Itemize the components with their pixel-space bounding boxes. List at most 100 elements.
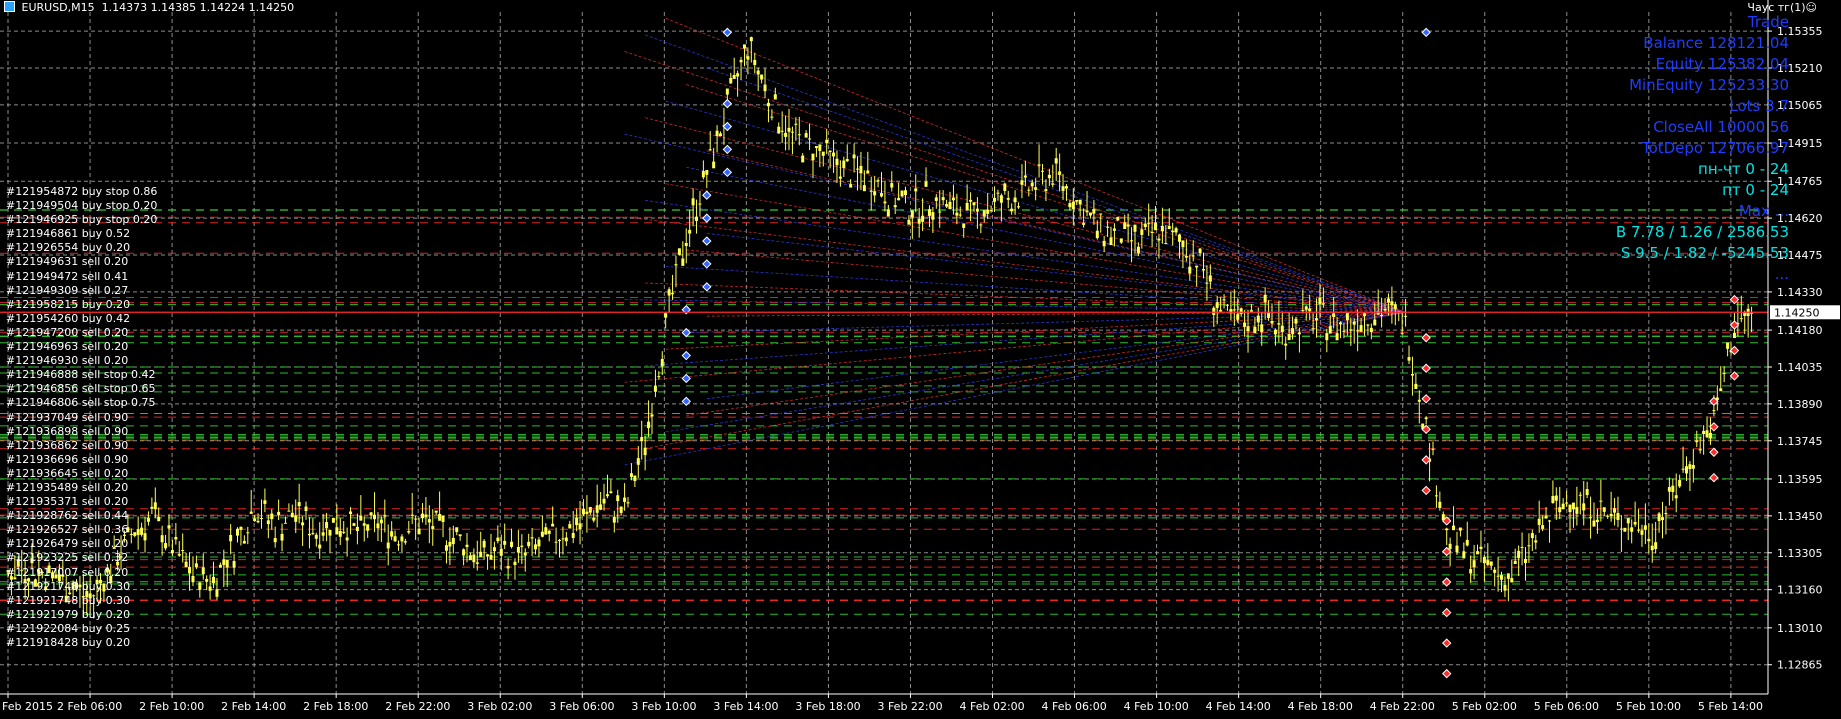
candle-body <box>814 146 818 149</box>
candle-body <box>969 199 973 202</box>
candle-body <box>667 289 671 296</box>
candle-body <box>650 414 654 417</box>
candle-body <box>626 502 630 504</box>
expert-advisor-label[interactable]: Чаус тг(1)☺ <box>1747 1 1817 14</box>
candle-body <box>821 151 825 156</box>
candle-body <box>143 533 147 541</box>
candle-body <box>400 536 404 542</box>
trade-marker <box>1441 638 1452 648</box>
candle-body <box>897 197 901 201</box>
candle-body <box>1171 230 1175 233</box>
candle-body <box>1078 199 1082 205</box>
candle-body <box>681 258 685 266</box>
candle-body <box>105 567 109 573</box>
candle-body <box>801 155 805 163</box>
fan-line <box>624 311 1406 383</box>
order-label: #121946806 sell stop 0.75 <box>6 396 156 410</box>
candle-body <box>1667 487 1671 492</box>
candle-body <box>355 526 359 531</box>
candle-body <box>972 202 976 206</box>
candle-body <box>54 574 58 579</box>
candle-body <box>1715 397 1719 401</box>
candle-body <box>136 529 140 536</box>
order-label: #121921979 buy 0.20 <box>6 607 131 621</box>
x-tick-label: 3 Feb 18:00 <box>795 700 860 713</box>
candle-body <box>1328 326 1332 334</box>
trade-marker <box>722 98 733 109</box>
candle-body <box>1637 529 1641 531</box>
x-tick-label: 2 Feb 22:00 <box>385 700 450 713</box>
candle-body <box>335 527 339 535</box>
trade-marker <box>1729 371 1740 381</box>
candle-body <box>1613 508 1617 513</box>
trade-marker <box>1729 320 1740 330</box>
candle-body <box>1650 545 1654 551</box>
candle-body <box>246 532 250 534</box>
candle-body <box>647 421 651 429</box>
candle-body <box>1085 210 1089 213</box>
candle-body <box>941 197 945 201</box>
candle-body <box>1287 333 1291 341</box>
candle-body <box>1359 325 1363 332</box>
x-tick-label: 3 Feb 06:00 <box>549 700 614 713</box>
candle-body <box>886 209 890 217</box>
candle-body <box>1702 430 1706 435</box>
candle-body <box>893 205 897 208</box>
candle-body <box>1465 539 1469 546</box>
trade-marker <box>1709 422 1719 432</box>
candle-body <box>1136 246 1140 254</box>
candle-body <box>876 180 880 182</box>
candle-body <box>1198 248 1202 254</box>
candle-body <box>307 533 311 536</box>
candle-body <box>516 547 520 553</box>
trade-marker <box>681 350 691 361</box>
candle-body <box>1558 507 1562 513</box>
candle-body <box>979 224 983 226</box>
candle-body <box>1506 573 1510 579</box>
candle-body <box>321 532 325 536</box>
candle-body <box>619 506 623 513</box>
candle-body <box>695 216 699 221</box>
candle-body <box>1712 410 1716 412</box>
candle-body <box>1743 311 1747 316</box>
candle-body <box>23 579 27 583</box>
candle-body <box>352 523 356 526</box>
order-label: #121926479 sell 0.20 <box>6 537 129 551</box>
trade-marker <box>722 167 733 178</box>
candle-body <box>1311 328 1315 330</box>
candle-body <box>540 531 544 537</box>
y-tick-label: 1.13890 <box>1777 398 1823 411</box>
candle-body <box>999 195 1003 203</box>
order-label: #121936898 sell 0.90 <box>6 424 129 438</box>
candle-body <box>1184 256 1188 258</box>
candle-body <box>1256 315 1260 323</box>
candle-body <box>81 596 85 598</box>
candle-body <box>1479 546 1483 549</box>
candle-body <box>489 554 493 560</box>
candle-body <box>640 437 644 442</box>
candle-body <box>390 531 394 537</box>
trade-marker <box>1421 455 1431 465</box>
candle-body <box>424 514 428 517</box>
candle-body <box>712 161 716 169</box>
candle-body <box>975 208 979 212</box>
candle-body <box>1551 495 1555 503</box>
candle-body <box>1554 495 1558 501</box>
candle-body <box>1537 518 1541 525</box>
candle-body <box>256 520 260 523</box>
candle-body <box>907 219 911 225</box>
candle-body <box>1421 423 1425 429</box>
candle-body <box>1496 575 1500 577</box>
fan-line <box>706 232 1406 313</box>
candle-body <box>1404 315 1408 317</box>
fan-line <box>645 282 1406 313</box>
candle-body <box>1280 325 1284 332</box>
candle-body <box>232 561 236 568</box>
candle-body <box>934 197 938 201</box>
candle-body <box>1705 430 1709 438</box>
candle-body <box>753 59 757 65</box>
candle-body <box>571 533 575 538</box>
candle-body <box>1277 323 1281 325</box>
